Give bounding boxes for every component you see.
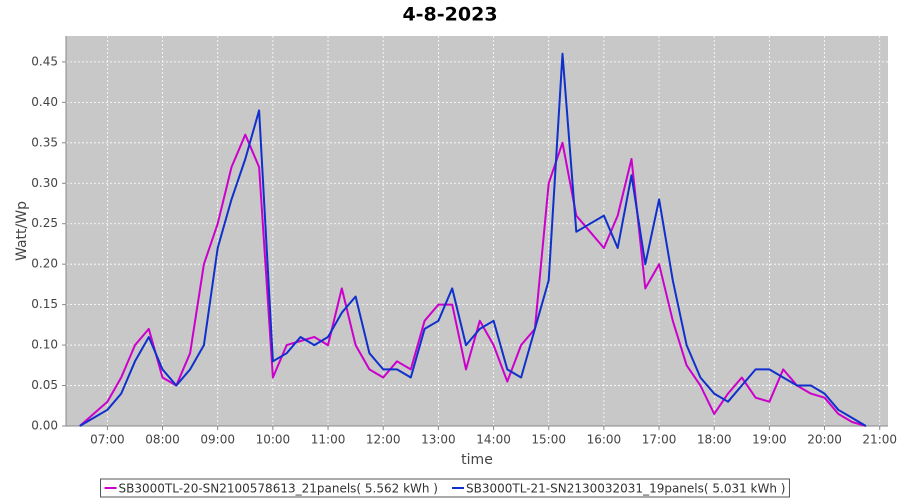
y-tick-label: 0.35	[31, 135, 58, 149]
y-tick-label: 0.05	[31, 378, 58, 392]
legend-box	[100, 478, 790, 498]
y-tick-label: 0.40	[31, 95, 58, 109]
x-tick-label: 14:00	[476, 433, 511, 447]
x-tick-label: 21:00	[862, 433, 897, 447]
y-tick-label: 0.45	[31, 54, 58, 68]
x-tick-label: 18:00	[697, 433, 732, 447]
y-tick-label: 0.00	[31, 419, 58, 433]
x-tick-label: 08:00	[145, 433, 180, 447]
y-tick-label: 0.15	[31, 297, 58, 311]
y-tick-label: 0.10	[31, 338, 58, 352]
legend-text: SB3000TL-20-SN2100578613_21panels( 5.562…	[119, 482, 438, 496]
y-tick-label: 0.30	[31, 176, 58, 190]
x-tick-label: 19:00	[752, 433, 787, 447]
x-axis-label: time	[461, 452, 493, 468]
y-tick-label: 0.20	[31, 257, 58, 271]
series-line	[79, 133, 867, 427]
chart-title: 4-8-2023	[402, 4, 497, 26]
series-line	[79, 52, 867, 427]
x-tick-label: 17:00	[642, 433, 677, 447]
legend-text: SB3000TL-21-SN2130032031_19panels( 5.031…	[466, 482, 785, 496]
y-axis-label: Watt/Wp	[14, 201, 30, 261]
x-tick-label: 07:00	[90, 433, 125, 447]
x-tick-label: 20:00	[807, 433, 842, 447]
x-tick-label: 16:00	[587, 433, 622, 447]
x-tick-label: 12:00	[366, 433, 401, 447]
x-tick-label: 15:00	[531, 433, 566, 447]
x-tick-label: 09:00	[200, 433, 235, 447]
x-tick-label: 11:00	[311, 433, 346, 447]
plot-area	[66, 36, 888, 426]
x-tick-label: 13:00	[421, 433, 456, 447]
y-tick-label: 0.25	[31, 216, 58, 230]
x-tick-label: 10:00	[256, 433, 291, 447]
